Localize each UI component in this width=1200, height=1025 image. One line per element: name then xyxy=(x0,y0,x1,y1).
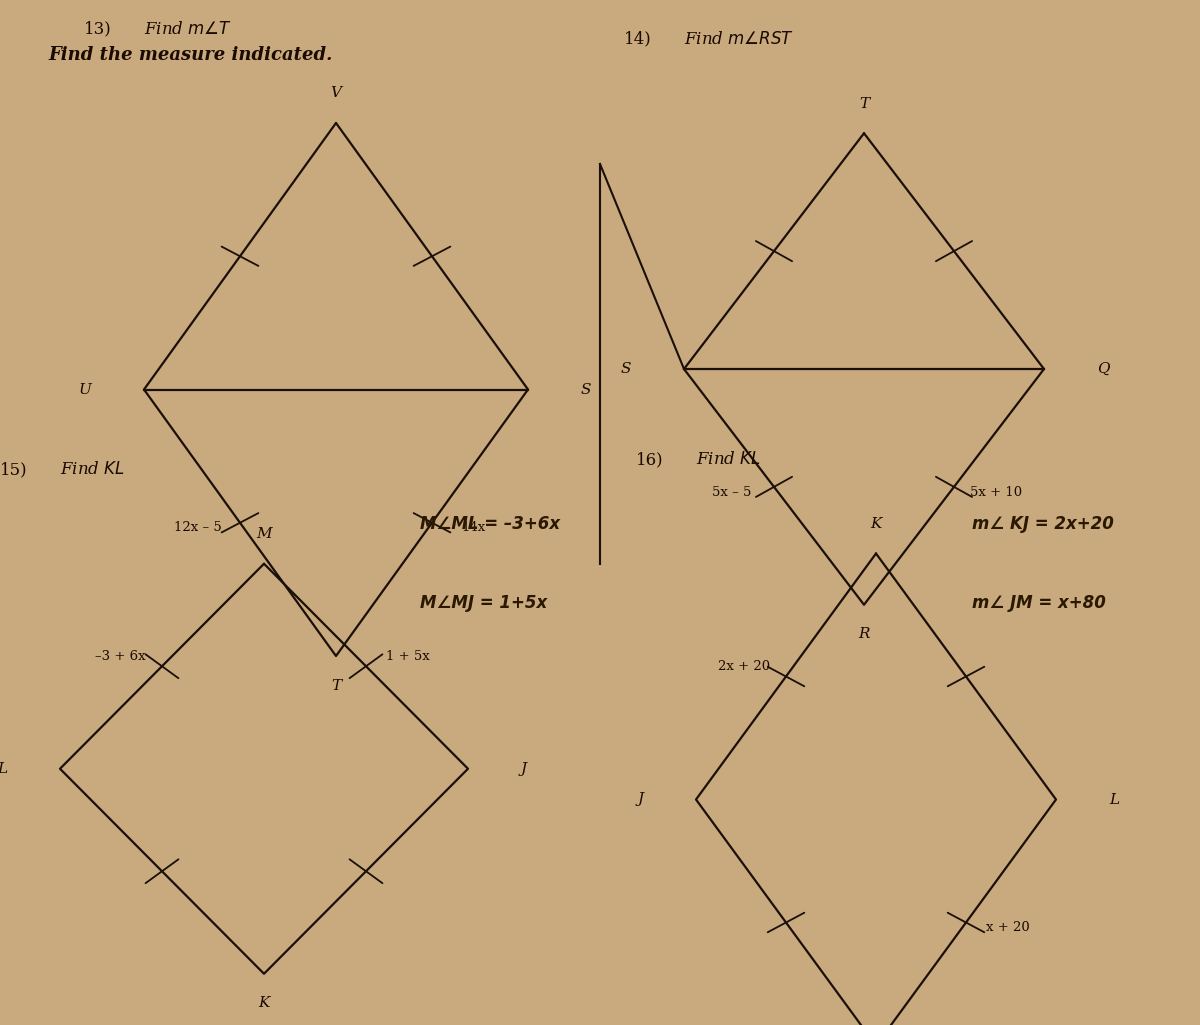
Text: 12x – 5: 12x – 5 xyxy=(174,522,222,534)
Text: T: T xyxy=(331,679,341,693)
Text: K: K xyxy=(258,996,270,1011)
Text: m∠ JM = x+80: m∠ JM = x+80 xyxy=(972,594,1106,613)
Text: K: K xyxy=(870,517,882,531)
Text: L: L xyxy=(1109,792,1118,807)
Text: x + 20: x + 20 xyxy=(986,921,1030,934)
Text: 16): 16) xyxy=(636,451,664,468)
Text: 5x + 10: 5x + 10 xyxy=(970,486,1022,498)
Text: Find $m\angle RST$: Find $m\angle RST$ xyxy=(684,31,794,48)
Text: 14x: 14x xyxy=(462,522,486,534)
Text: J: J xyxy=(637,792,643,807)
Text: 5x – 5: 5x – 5 xyxy=(713,486,751,498)
Text: M∠ML = –3+6x: M∠ML = –3+6x xyxy=(420,515,560,533)
Text: Find $KL$: Find $KL$ xyxy=(60,461,125,479)
Text: R: R xyxy=(858,627,870,642)
Text: 14): 14) xyxy=(624,31,652,48)
Text: Find $KL$: Find $KL$ xyxy=(696,451,761,468)
Text: U: U xyxy=(78,382,91,397)
Text: S: S xyxy=(620,362,631,376)
Text: 15): 15) xyxy=(0,461,28,479)
Text: Find $m\angle T$: Find $m\angle T$ xyxy=(144,20,232,38)
Text: S: S xyxy=(581,382,592,397)
Text: M: M xyxy=(256,527,272,541)
Text: Find the measure indicated.: Find the measure indicated. xyxy=(48,46,332,65)
Text: –3 + 6x: –3 + 6x xyxy=(95,650,145,662)
Text: 2x + 20: 2x + 20 xyxy=(718,660,770,672)
Text: T: T xyxy=(859,96,869,111)
Text: 13): 13) xyxy=(84,20,112,38)
Text: m∠ KJ = 2x+20: m∠ KJ = 2x+20 xyxy=(972,515,1114,533)
Text: V: V xyxy=(330,86,342,100)
Text: J: J xyxy=(521,762,527,776)
Text: 1 + 5x: 1 + 5x xyxy=(386,650,430,662)
Text: M∠MJ = 1+5x: M∠MJ = 1+5x xyxy=(420,594,547,613)
Text: Q: Q xyxy=(1097,362,1109,376)
Text: L: L xyxy=(0,762,7,776)
